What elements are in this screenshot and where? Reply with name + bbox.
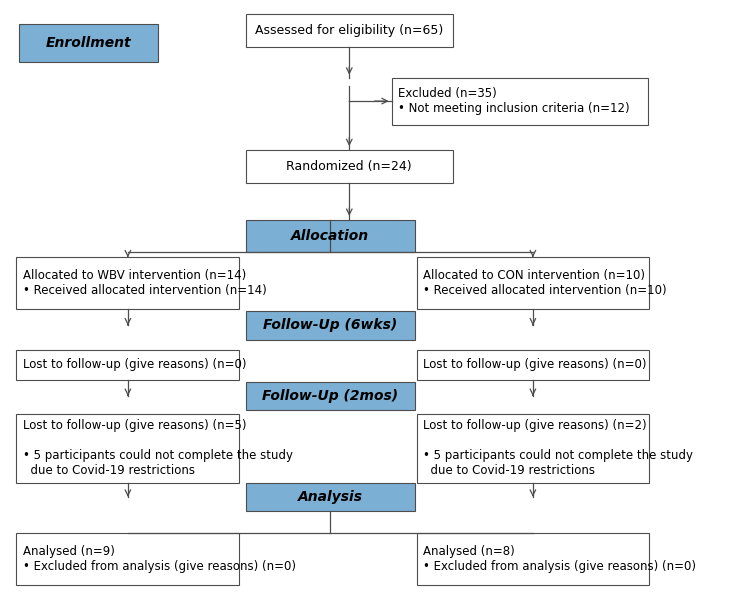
Text: Allocated to WBV intervention (n=14)
• Received allocated intervention (n=14): Allocated to WBV intervention (n=14) • R… — [23, 269, 266, 297]
Text: Lost to follow-up (give reasons) (n=0): Lost to follow-up (give reasons) (n=0) — [23, 359, 246, 371]
FancyBboxPatch shape — [417, 257, 649, 310]
FancyBboxPatch shape — [246, 482, 415, 511]
Text: Follow-Up (2mos): Follow-Up (2mos) — [262, 389, 398, 403]
FancyBboxPatch shape — [246, 13, 453, 47]
Text: Analysed (n=8)
• Excluded from analysis (give reasons) (n=0): Analysed (n=8) • Excluded from analysis … — [423, 545, 696, 573]
FancyBboxPatch shape — [246, 311, 415, 340]
FancyBboxPatch shape — [246, 221, 415, 253]
FancyBboxPatch shape — [19, 24, 159, 61]
Text: Analysed (n=9)
• Excluded from analysis (give reasons) (n=0): Analysed (n=9) • Excluded from analysis … — [23, 545, 296, 573]
Text: Allocation: Allocation — [291, 229, 370, 243]
Text: Randomized (n=24): Randomized (n=24) — [286, 160, 412, 173]
FancyBboxPatch shape — [417, 533, 649, 585]
FancyBboxPatch shape — [16, 533, 239, 585]
Text: Allocated to CON intervention (n=10)
• Received allocated intervention (n=10): Allocated to CON intervention (n=10) • R… — [423, 269, 667, 297]
Text: Follow-Up (6wks): Follow-Up (6wks) — [264, 318, 397, 332]
Text: Lost to follow-up (give reasons) (n=2)

• 5 participants could not complete the : Lost to follow-up (give reasons) (n=2) •… — [423, 419, 693, 477]
Text: Lost to follow-up (give reasons) (n=5)

• 5 participants could not complete the : Lost to follow-up (give reasons) (n=5) •… — [23, 419, 293, 477]
FancyBboxPatch shape — [16, 350, 239, 380]
FancyBboxPatch shape — [392, 78, 648, 124]
FancyBboxPatch shape — [16, 257, 239, 310]
FancyBboxPatch shape — [417, 414, 649, 482]
Text: Excluded (n=35)
• Not meeting inclusion criteria (n=12): Excluded (n=35) • Not meeting inclusion … — [398, 88, 630, 115]
FancyBboxPatch shape — [16, 414, 239, 482]
FancyBboxPatch shape — [246, 382, 415, 410]
Text: Enrollment: Enrollment — [46, 36, 132, 50]
Text: Analysis: Analysis — [298, 490, 363, 504]
Text: Lost to follow-up (give reasons) (n=0): Lost to follow-up (give reasons) (n=0) — [423, 359, 646, 371]
Text: Assessed for eligibility (n=65): Assessed for eligibility (n=65) — [255, 24, 444, 37]
FancyBboxPatch shape — [246, 150, 453, 183]
FancyBboxPatch shape — [417, 350, 649, 380]
